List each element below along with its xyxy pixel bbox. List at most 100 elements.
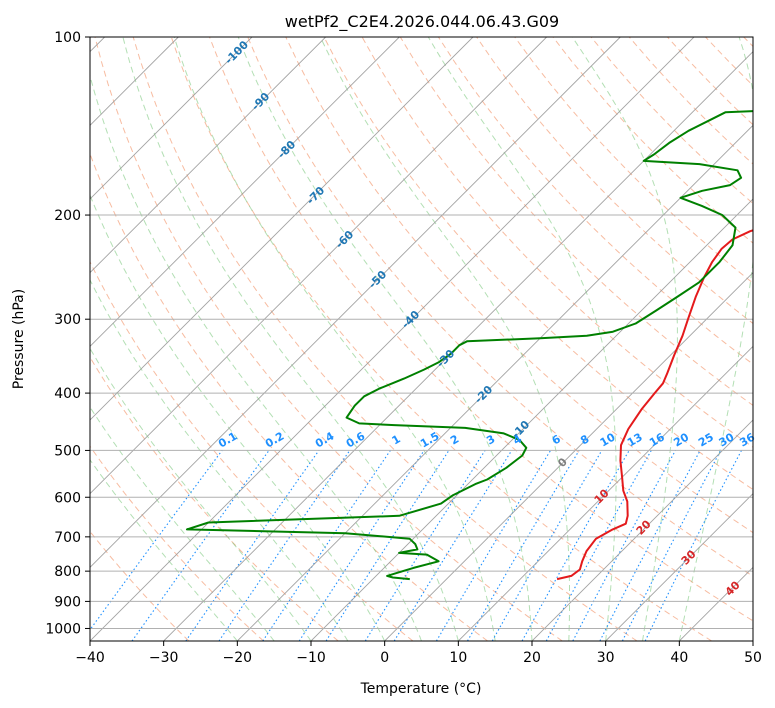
isotherm-label: 10 [592, 486, 612, 506]
dry-adiabat [170, 37, 712, 641]
plot-frame [89, 36, 754, 642]
y-tick-label: 900 [54, 594, 81, 610]
mixing-ratio-label: 16 [647, 430, 667, 449]
dry-adiabat [514, 37, 753, 284]
isotherm [90, 37, 695, 641]
dry-adiabat [323, 37, 753, 491]
y-tick-label: 300 [54, 312, 81, 328]
mixing-ratio-label: 25 [696, 431, 716, 450]
x-tick-label: 0 [380, 650, 389, 666]
mixing-ratio-label: 2 [448, 432, 461, 447]
mixing-ratio-line [521, 450, 630, 641]
moist-adiabat [90, 278, 349, 641]
moist-adiabat [90, 406, 275, 641]
mixing-ratio-label: 0.6 [344, 429, 368, 450]
mixing-ratio-line [218, 450, 351, 641]
mixing-ratio-label: 6 [550, 432, 563, 447]
y-tick-label: 700 [54, 530, 81, 546]
isotherm [90, 37, 326, 274]
mixing-ratio-line [644, 450, 742, 641]
mixing-ratio-line [298, 450, 425, 641]
mixing-ratio-line [185, 450, 320, 641]
dry-adiabat [90, 152, 488, 641]
moist-adiabat [90, 347, 312, 641]
isotherm [90, 37, 547, 495]
x-axis: −40 −30 −20 −10 0 10 20 30 40 50 [75, 641, 762, 666]
background-lines [90, 37, 753, 641]
moist-adiabat [319, 37, 570, 641]
y-tick-label: 600 [54, 490, 81, 506]
x-tick-label: 10 [449, 650, 467, 666]
dry-adiabat [590, 37, 753, 205]
y-tick-label: 800 [54, 564, 81, 580]
dry-adiabat [94, 37, 563, 641]
y-tick-label: 100 [54, 30, 81, 46]
moist-adiabat [173, 37, 496, 641]
moist-adiabat [427, 37, 617, 641]
x-tick-label: −40 [75, 650, 105, 666]
mixing-ratio-label: 30 [717, 430, 737, 449]
mixing-ratio-line [621, 450, 722, 641]
dry-adiabat [132, 37, 638, 641]
isotherm [90, 37, 474, 421]
mixing-ratio-labels: 0.1 0.2 0.4 0.6 1 1.5 2 3 4 6 8 10 13 16 20 25 30 36 [216, 429, 757, 450]
isotherm [458, 345, 753, 641]
grid [90, 37, 753, 641]
moist-adiabat [237, 37, 533, 641]
moist-adiabat [90, 458, 238, 641]
isotherm-label: 40 [723, 578, 743, 598]
x-tick-label: 40 [670, 650, 688, 666]
y-tick-label: 200 [54, 208, 81, 224]
dry-adiabat [437, 37, 753, 365]
mixing-ratio-line [364, 450, 486, 641]
isotherm [90, 37, 621, 568]
chart-title: wetPf2_C2E4.2026.044.06.43.G09 [285, 12, 559, 32]
dry-adiabat [209, 37, 753, 622]
moist-adiabat [678, 37, 753, 641]
series-group [185, 110, 753, 581]
x-tick-label: 30 [597, 650, 615, 666]
x-tick-label: 20 [523, 650, 541, 666]
y-tick-label: 400 [54, 386, 81, 402]
dry-adiabat [743, 37, 753, 48]
dewpoint-line [185, 110, 753, 581]
mixing-ratio-label: 1 [390, 432, 403, 447]
isotherm [90, 37, 253, 200]
moist-adiabat [90, 193, 386, 641]
dry-adiabat [90, 356, 339, 641]
dry-adiabat [667, 37, 753, 126]
dry-adiabat [90, 445, 264, 641]
x-axis-label: Temperature (°C) [360, 681, 482, 697]
dry-adiabat [90, 530, 190, 641]
mixing-ratio-line [325, 450, 450, 641]
y-tick-label: 500 [54, 443, 81, 459]
x-tick-label: 50 [744, 650, 762, 666]
isotherm [90, 37, 400, 347]
mixing-ratio-label: 0.2 [263, 429, 286, 450]
y-axis-label: Pressure (hPa) [11, 289, 27, 389]
mixing-ratio-label: 13 [625, 431, 645, 450]
dry-adiabat [285, 37, 753, 534]
mixing-ratio-line [545, 450, 652, 641]
mixing-ratio-label: 0.4 [313, 429, 337, 450]
y-axis: 100 200 300 400 500 600 700 800 900 1000 [45, 30, 90, 637]
isotherm [752, 640, 753, 641]
x-tick-label: −10 [296, 650, 326, 666]
mixing-ratio-line [572, 450, 676, 641]
x-tick-label: −30 [149, 650, 179, 666]
mixing-ratio-line [262, 450, 391, 641]
mixing-ratio-label: 0.1 [216, 429, 239, 450]
mixing-ratio-line [467, 450, 580, 641]
mixing-ratio-label: 1.5 [418, 429, 441, 450]
mixing-ratio-line [90, 450, 223, 631]
mixing-ratio-label: 3 [484, 432, 497, 447]
mixing-ratio-line [393, 450, 513, 641]
moist-adiabat [122, 37, 459, 641]
isotherm [531, 419, 753, 641]
isotherm [163, 51, 753, 641]
dry-adiabat [705, 37, 753, 87]
mixing-ratio-line [435, 450, 552, 641]
y-tick-label: 1000 [45, 621, 81, 637]
dry-adiabat [90, 260, 414, 641]
